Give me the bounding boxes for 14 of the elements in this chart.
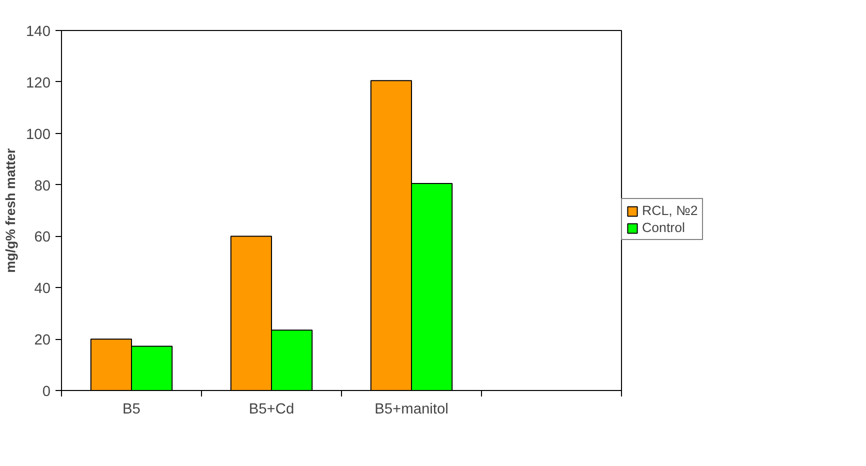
y-tick-label: 60 xyxy=(34,230,51,246)
y-tick-label: 140 xyxy=(26,24,51,40)
legend-label: Control xyxy=(642,220,685,235)
y-tick-label: 80 xyxy=(34,178,51,194)
x-tick-label: B5 xyxy=(122,402,140,418)
y-tick-label: 0 xyxy=(42,384,51,400)
legend-label: RCL, №2 xyxy=(642,203,698,218)
x-tick-label: B5+manitol xyxy=(374,402,448,418)
y-tick-label: 120 xyxy=(26,75,51,92)
y-tick-label: 40 xyxy=(34,281,51,298)
y-tick-label: 20 xyxy=(34,332,51,349)
y-tick-label: 100 xyxy=(26,126,51,143)
x-tick-label: B5+Cd xyxy=(248,402,294,418)
y-axis-title: mg/g% fresh matter xyxy=(3,148,18,273)
